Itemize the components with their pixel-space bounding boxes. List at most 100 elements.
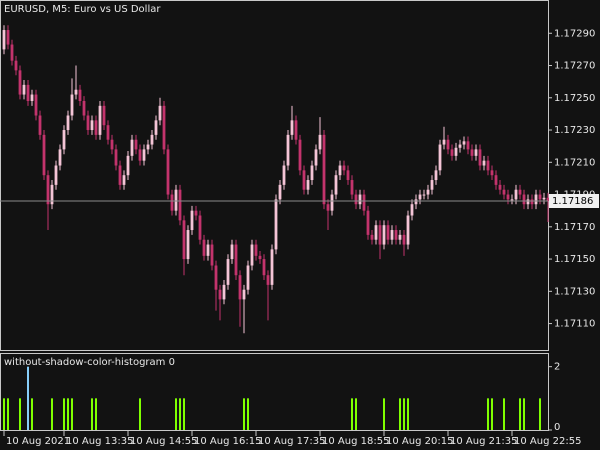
candle-body <box>150 134 154 145</box>
candle-body <box>290 120 294 135</box>
x-tick-label: 10 Aug 18:55 <box>322 436 389 447</box>
candle-body <box>406 215 410 245</box>
histogram-bar <box>139 398 141 430</box>
candle-body <box>10 44 14 61</box>
histogram-bar <box>383 398 385 430</box>
x-tick-label: 10 Aug 14:55 <box>130 436 197 447</box>
candle-body <box>142 149 146 161</box>
candle-body <box>170 194 174 211</box>
x-tick-label: 10 Aug 2021 <box>6 436 70 447</box>
candle-body <box>270 249 274 285</box>
candle-body <box>58 149 62 166</box>
candle-body <box>438 144 442 171</box>
histogram-bar <box>175 398 177 430</box>
candle-body <box>306 180 310 190</box>
candle-body <box>102 105 106 126</box>
candle-body <box>126 155 130 176</box>
candle-body <box>318 134 322 150</box>
candle-body <box>470 149 474 156</box>
candle-body <box>158 105 162 121</box>
histogram-bar <box>355 398 357 430</box>
candle-body <box>346 170 350 181</box>
candle-body <box>354 194 358 205</box>
candle-body <box>262 259 266 276</box>
indicator-title: without-shadow-color-histogram 0 <box>4 357 175 368</box>
candle-body <box>26 84 30 101</box>
candle-body <box>522 194 526 205</box>
candle-body <box>274 199 278 250</box>
y-tick-label: 1.17110 <box>554 319 595 330</box>
y-tick-label: 1.17230 <box>554 125 595 136</box>
candle-body <box>330 194 334 211</box>
candle-body <box>474 149 478 156</box>
candle-body <box>42 134 46 176</box>
candle-body <box>90 120 94 131</box>
candle-body <box>390 230 394 240</box>
candle-body <box>386 225 390 240</box>
histogram-bar <box>31 398 33 430</box>
candle-body <box>430 180 434 190</box>
candle-body <box>78 89 82 101</box>
histogram-bar <box>407 398 409 430</box>
candle-body <box>466 141 470 150</box>
candle-body <box>250 244 254 266</box>
candle-body <box>190 210 194 231</box>
candle-body <box>254 244 258 256</box>
candle-body <box>518 189 522 195</box>
candle-body <box>246 265 250 290</box>
candle-body <box>302 170 306 190</box>
candle-body <box>50 184 54 205</box>
candle-body <box>414 199 418 205</box>
candle-body <box>146 144 150 150</box>
x-tick-label: 10 Aug 22:55 <box>514 436 581 447</box>
candle-body <box>130 139 134 156</box>
candle-body <box>426 189 430 195</box>
histogram-bar <box>487 398 489 430</box>
candle-body <box>342 165 346 171</box>
y-tick-label: 1.17130 <box>554 286 595 297</box>
candle-body <box>258 255 262 260</box>
candle-body <box>350 180 354 195</box>
candle-body <box>214 265 218 290</box>
candle-body <box>514 189 518 200</box>
histogram-bar <box>27 366 29 430</box>
y-tick-label: 1.17290 <box>554 28 595 39</box>
candle-body <box>162 105 166 150</box>
candle-body <box>538 194 542 200</box>
candle-body <box>486 160 490 171</box>
candle-body <box>278 184 282 200</box>
candle-body <box>98 105 102 135</box>
candle-body <box>298 139 302 171</box>
candle-body <box>326 204 330 211</box>
x-tick-label: 10 Aug 21:35 <box>450 436 517 447</box>
histogram-bar <box>7 398 9 430</box>
candle-body <box>114 149 118 166</box>
candle-body <box>526 199 530 205</box>
candle-body <box>286 134 290 166</box>
candle-body <box>194 210 198 216</box>
y-tick-label: 2 <box>554 362 560 373</box>
candle-body <box>366 210 370 235</box>
candle-body <box>510 199 514 201</box>
candle-body <box>94 120 98 135</box>
x-tick-label: 10 Aug 20:15 <box>386 436 453 447</box>
candle-body <box>86 115 90 131</box>
candle-body <box>182 220 186 260</box>
candle-body <box>82 101 86 116</box>
candle-body <box>434 170 438 181</box>
candle-body <box>394 230 398 240</box>
candle-body <box>294 120 298 140</box>
x-tick-label: 10 Aug 17:35 <box>258 436 325 447</box>
candle-body <box>138 149 142 161</box>
histogram-bar <box>491 398 493 430</box>
histogram-bar <box>91 398 93 430</box>
candle-body <box>118 165 122 185</box>
candle-body <box>490 170 494 176</box>
candle-body <box>530 199 534 205</box>
histogram-bar <box>19 398 21 430</box>
histogram-bar <box>71 398 73 430</box>
candle-body <box>186 230 190 260</box>
histogram-bar <box>399 398 401 430</box>
chart-title: EURUSD, M5: Euro vs US Dollar <box>4 4 161 15</box>
main-frame <box>0 0 549 351</box>
